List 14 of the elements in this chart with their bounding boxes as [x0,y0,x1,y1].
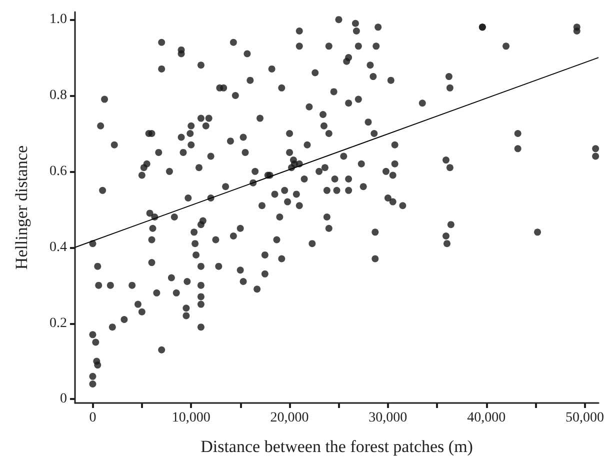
y-tick-label: 0.4 [50,240,67,255]
y-tick-label: 0.6 [50,164,67,179]
x-axis-title: Distance between the forest patches (m) [200,437,473,456]
y-tick-label: 0.2 [50,316,67,331]
x-tick-label: 10,000 [172,410,210,426]
x-tick-label: 20,000 [270,410,309,426]
x-tick-label: 0 [89,410,96,426]
x-tick-label: 30,000 [368,410,408,426]
x-tick-label: 40,000 [467,410,506,426]
y-tick-label: 1.0 [50,12,67,28]
y-tick-label: 0 [60,392,67,407]
x-tick-label: 50,000 [566,410,604,426]
y-axis-title: Hellinger distance [12,145,31,270]
y-tick-label: 0.8 [50,88,67,104]
